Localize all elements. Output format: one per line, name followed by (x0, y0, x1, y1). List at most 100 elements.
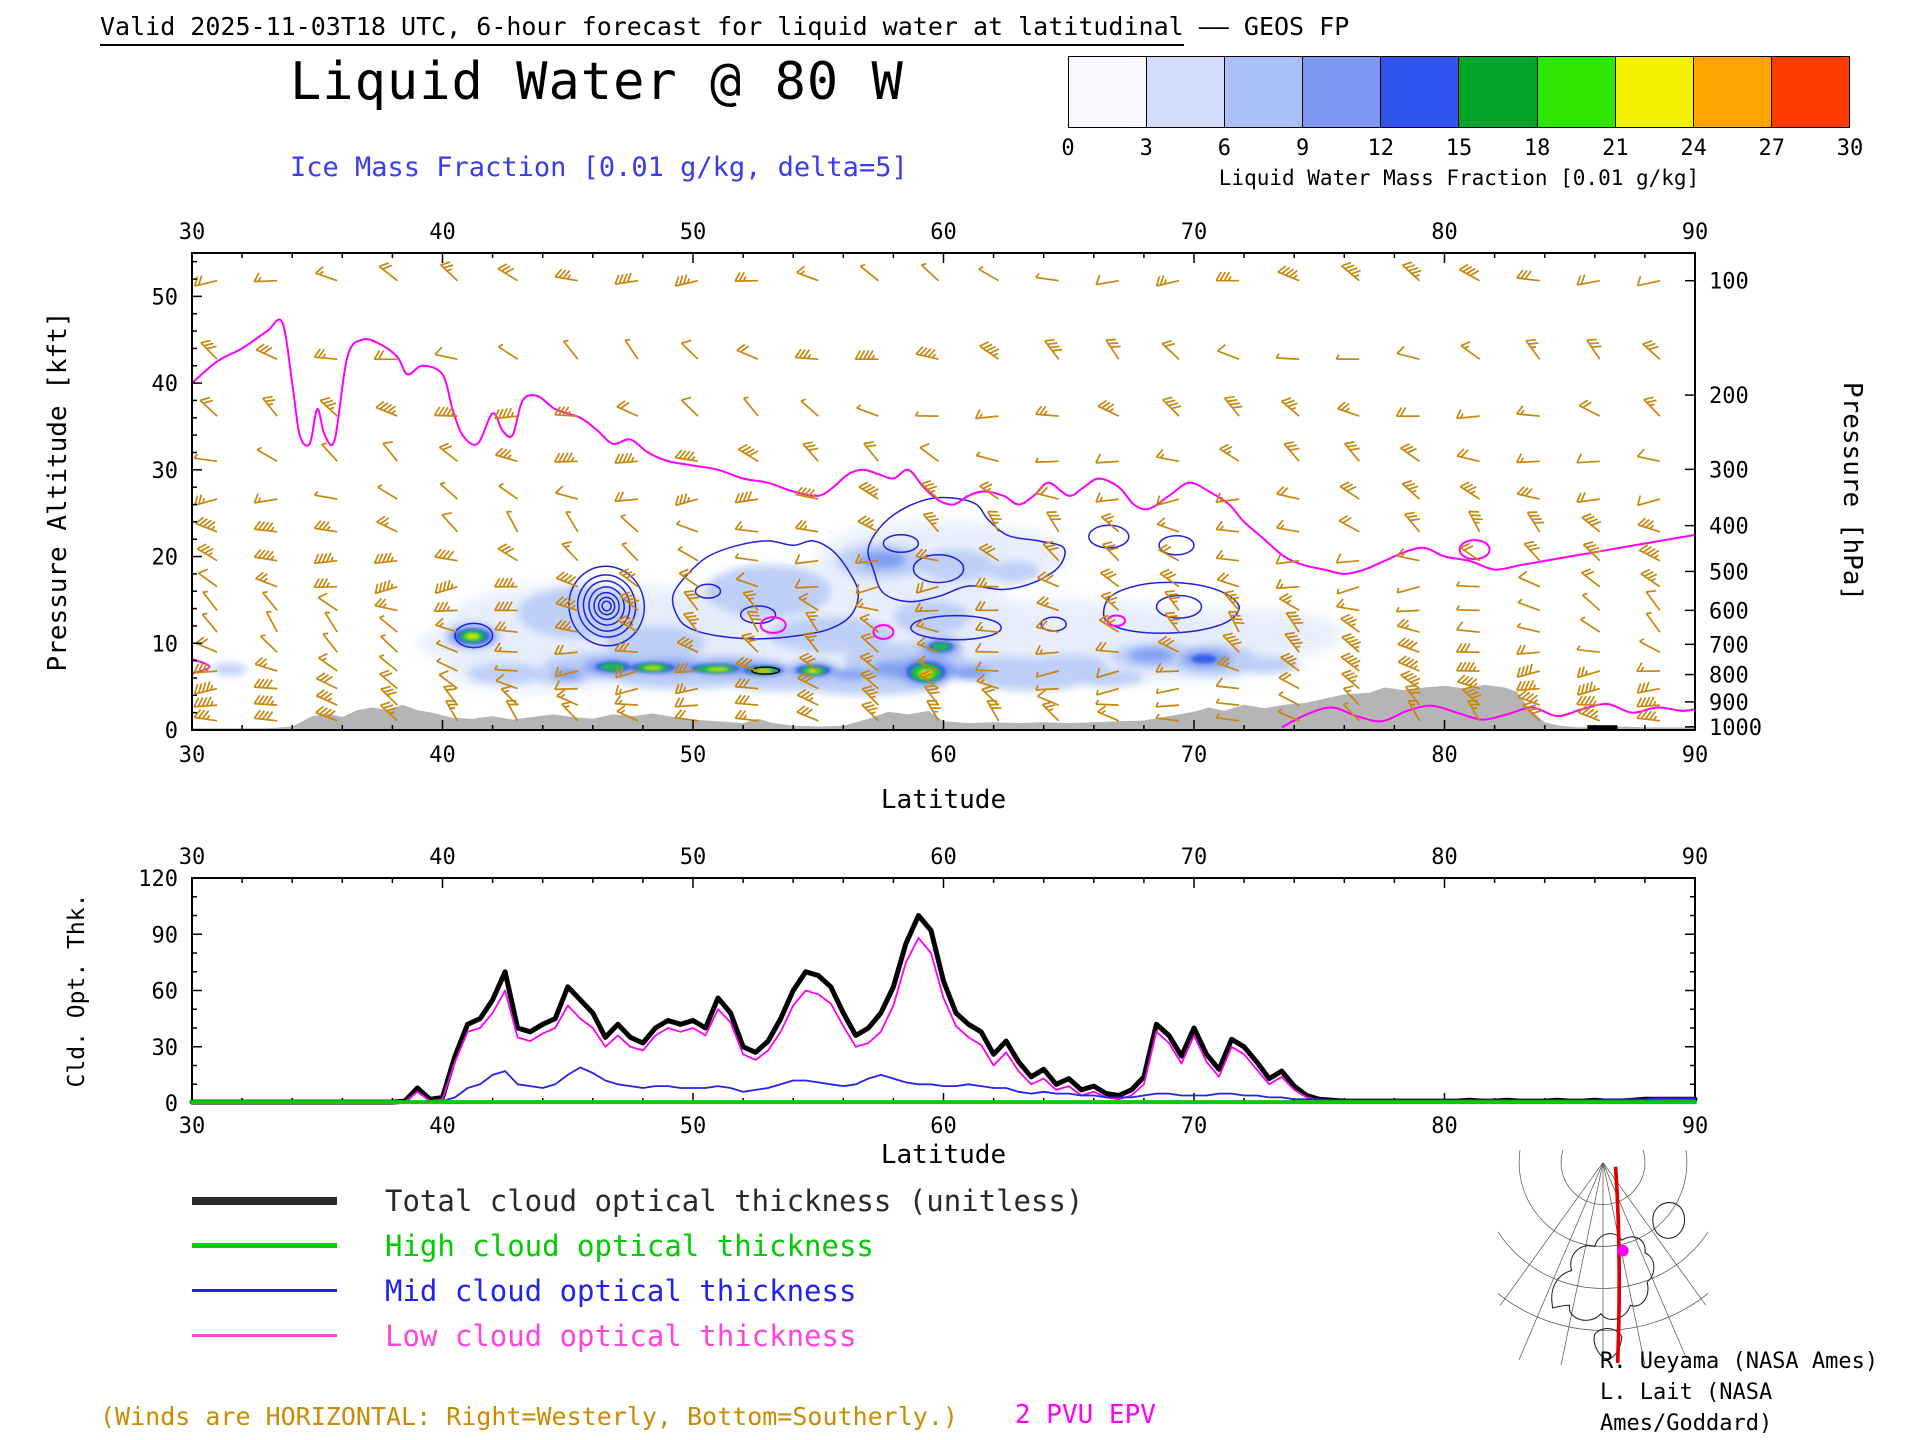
wind-barb (734, 271, 759, 282)
axis-tick-label: 60 (152, 980, 179, 1005)
wind-barb (1335, 598, 1360, 612)
axis-tick-label: 100 (1709, 270, 1749, 295)
wind-barb (1278, 691, 1300, 706)
wind-barb (259, 634, 278, 653)
wind-barb (735, 656, 759, 672)
epv-closed-contour (1458, 539, 1491, 561)
wind-barb (1516, 405, 1540, 417)
wind-barb (1576, 274, 1600, 286)
wind-barb (254, 656, 278, 672)
wind-barb (737, 443, 759, 463)
main-plot-axes (191, 253, 1696, 731)
wind-barb (554, 644, 578, 656)
wind-barb (1158, 543, 1180, 562)
header-model-suffix: —— GEOS FP (1183, 12, 1350, 41)
series-line (191, 937, 1696, 1104)
wind-barb (193, 453, 218, 463)
wind-barb (1223, 590, 1240, 611)
axis-tick-label: 40 (429, 845, 456, 870)
axis-tick-label: 60 (930, 845, 957, 870)
wind-barb (378, 262, 398, 282)
terrain-profile (192, 684, 1695, 730)
liquid-water-blob (1068, 669, 1144, 687)
wind-barb (856, 404, 879, 417)
wind-barb (322, 632, 338, 653)
wind-barb (438, 670, 459, 690)
wind-barb (493, 664, 518, 672)
wind-barb (494, 447, 518, 463)
map-coastlines-icon (1551, 1202, 1686, 1360)
liquid-water-blob (212, 663, 248, 676)
wind-barb (735, 572, 759, 588)
colorbar-tick-label: 12 (1367, 136, 1395, 161)
axis-tick-label: 30 (152, 459, 179, 484)
wind-barb (1576, 666, 1601, 679)
axis-tick-label: 30 (179, 220, 206, 245)
wind-barb (674, 274, 699, 287)
wind-barb (196, 543, 218, 562)
wind-barb (794, 519, 819, 533)
wind-barb (804, 611, 820, 633)
wind-barb (921, 262, 940, 282)
wind-barb (1395, 407, 1420, 418)
wind-barb (974, 661, 999, 672)
map-meridian-80w (1613, 1166, 1622, 1363)
wind-barb (438, 442, 459, 462)
liquid-water-blob (1031, 654, 1107, 676)
wind-barb (975, 451, 999, 463)
wind-barb (987, 510, 1002, 533)
axis-tick-label: 700 (1709, 633, 1749, 658)
wind-barb (678, 568, 699, 588)
wind-barb (1215, 698, 1240, 706)
wind-barb (498, 483, 519, 500)
wind-barb (445, 700, 459, 722)
wind-barb (1100, 512, 1120, 533)
axis-tick-label: 40 (429, 1114, 456, 1139)
legend-row-3: Low cloud optical thickness (192, 1313, 1083, 1358)
axis-tick-label: 0 (165, 719, 178, 744)
axis-tick-label: 80 (1431, 220, 1458, 245)
wind-barb (1404, 511, 1421, 533)
wind-barb (1525, 338, 1541, 360)
wind-barb (802, 441, 819, 462)
wind-barb (378, 654, 398, 672)
wind-barb (1095, 687, 1120, 696)
wind-barb (555, 596, 579, 612)
wind-barb (1517, 690, 1540, 706)
credits: R. Ueyama (NASA Ames) L. Lait (NASA Ames… (1600, 1346, 1920, 1439)
liquid-water-blob (706, 667, 730, 671)
wind-barb (1461, 685, 1482, 706)
wind-barb (1276, 486, 1300, 500)
wind-barb (1098, 614, 1120, 633)
main-y-axis-label-left: Pressure Altitude [kft] (43, 311, 73, 671)
wind-barb (1156, 517, 1180, 533)
wind-barb (321, 442, 338, 462)
wind-barb (497, 543, 519, 562)
legend-label: Mid cloud optical thickness (385, 1273, 857, 1308)
wind-barb (615, 666, 639, 679)
wind-barb (1095, 641, 1119, 654)
liquid-water-blob (617, 671, 744, 689)
wind-barb (614, 452, 638, 464)
axis-tick-label: 90 (1682, 1114, 1709, 1139)
wind-barb (915, 618, 939, 633)
wind-barb (441, 511, 459, 533)
wind-barb (1099, 568, 1120, 588)
max-liquid-contour (751, 666, 781, 675)
wind-barb (976, 674, 999, 690)
wind-barb (1455, 605, 1480, 612)
wind-barb (193, 696, 218, 708)
wind-barb (1155, 713, 1180, 722)
wind-barb (616, 704, 639, 722)
wind-barb (1339, 481, 1360, 500)
axis-tick-label: 120 (138, 867, 178, 892)
credit-line-2: L. Lait (NASA Ames/Goddard) (1600, 1380, 1773, 1436)
wind-barb (1341, 261, 1361, 282)
wind-barb (253, 493, 278, 504)
axis-tick-label: 70 (1181, 220, 1208, 245)
wind-barb (1161, 339, 1180, 360)
wind-barb (373, 350, 398, 361)
wind-barb (378, 615, 398, 633)
wind-barb (919, 670, 940, 690)
wind-barb (1580, 616, 1601, 633)
